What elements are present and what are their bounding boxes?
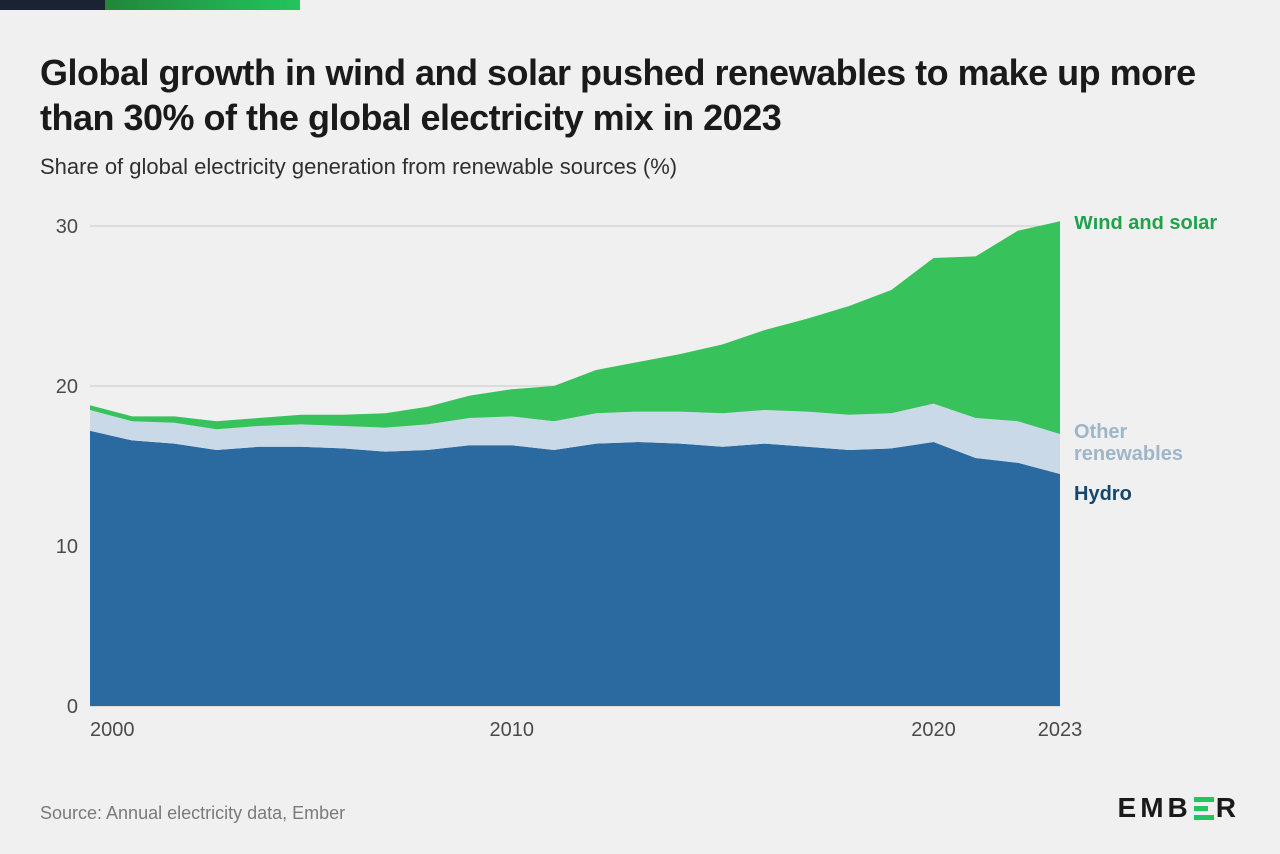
chart-footer: Source: Annual electricity data, Ember E…: [40, 792, 1240, 824]
series-label-text: Wind and solar: [1074, 216, 1217, 234]
top-accent-bar: [0, 0, 300, 10]
series-label-other-renewables: Otherrenewables: [1074, 421, 1183, 465]
series-label-hydro: Hydro: [1074, 483, 1132, 505]
y-tick-label: 30: [56, 216, 78, 238]
chart-subtitle: Share of global electricity generation f…: [40, 154, 1240, 180]
x-tick-label: 2000: [90, 719, 135, 741]
chart-title: Global growth in wind and solar pushed r…: [40, 50, 1240, 140]
chart-area: 0 10 20 30 2000 2010 2020 2023 Hydro Otherrenewab…: [40, 216, 1240, 762]
logo-text-prefix: EMB: [1118, 792, 1192, 824]
series-label-wind-and-solar: Wind and solar: [1074, 216, 1217, 234]
x-tick-label: 2010: [489, 719, 534, 741]
x-tick-label: 2020: [911, 719, 956, 741]
logo-text-suffix: R: [1216, 792, 1240, 824]
chart-wrap: 0 10 20 30 2000 2010 2020 2023 Hydro Otherrenewab…: [40, 216, 1240, 762]
source-text: Source: Annual electricity data, Ember: [40, 803, 345, 824]
series-label-text: Other: [1074, 421, 1128, 443]
logo-e-icon: [1194, 797, 1214, 820]
series-label-text: Hydro: [1074, 483, 1132, 505]
y-tick-label: 10: [56, 536, 78, 558]
x-tick-label: 2023: [1038, 719, 1083, 741]
y-tick-label: 20: [56, 376, 78, 398]
chart-container: Global growth in wind and solar pushed r…: [0, 0, 1280, 854]
area-hydro: [90, 431, 1060, 706]
series-label-text: renewables: [1074, 443, 1183, 465]
area-wind-and-solar: [90, 221, 1060, 434]
stacked-area-chart: 0 10 20 30 2000 2010 2020 2023 Hydro Otherrenewab…: [40, 216, 1240, 756]
ember-logo: EMB R: [1118, 792, 1240, 824]
y-tick-label: 0: [67, 696, 78, 718]
